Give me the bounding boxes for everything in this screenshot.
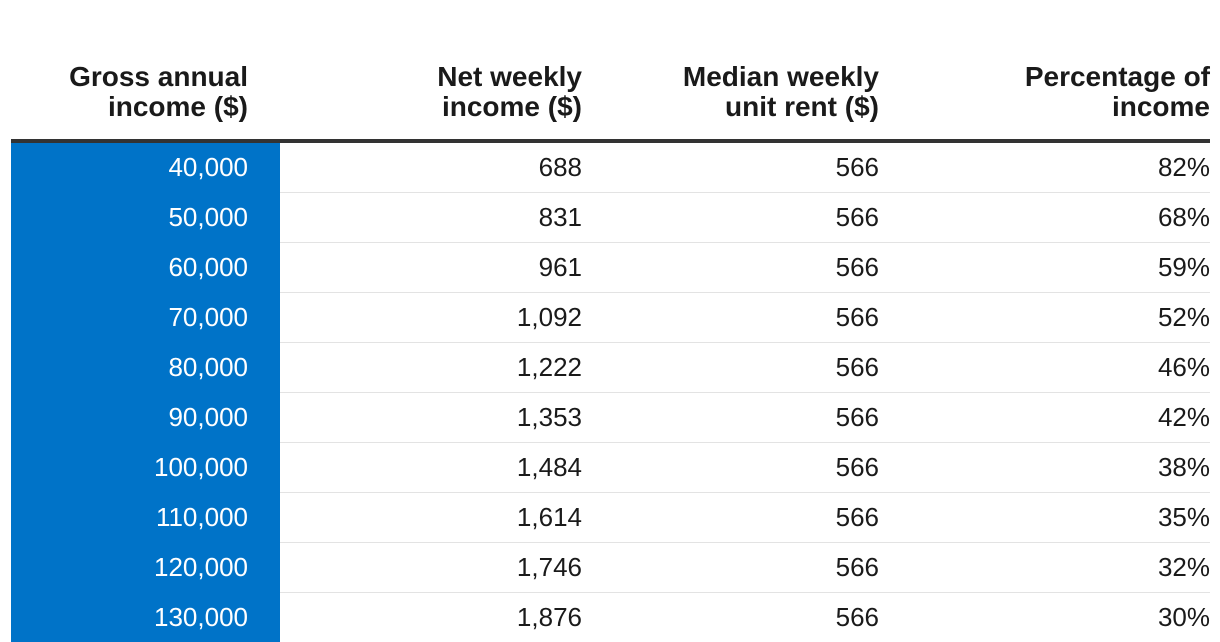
median-weekly-rent-cell: 566 (582, 343, 879, 393)
column-header-percentage-of-income: Percentage of income (879, 0, 1210, 141)
gross-annual-income-cell: 70,000 (11, 293, 280, 343)
column-header-line: income ($) (11, 92, 248, 122)
data-table: Gross annual income ($) Net weekly incom… (11, 0, 1210, 642)
table-header: Gross annual income ($) Net weekly incom… (11, 0, 1210, 141)
median-weekly-rent-cell: 566 (582, 493, 879, 543)
net-weekly-income-cell: 831 (280, 193, 582, 243)
median-weekly-rent-cell: 566 (582, 193, 879, 243)
median-weekly-rent-cell: 566 (582, 543, 879, 593)
column-header-line: income ($) (280, 92, 582, 122)
gross-annual-income-cell: 120,000 (11, 543, 280, 593)
gross-annual-income-cell: 130,000 (11, 593, 280, 642)
percentage-of-income-cell: 35% (879, 493, 1210, 543)
net-weekly-income-cell: 1,222 (280, 343, 582, 393)
gross-annual-income-cell: 110,000 (11, 493, 280, 543)
column-header-line: income (879, 92, 1210, 122)
gross-annual-income-cell: 50,000 (11, 193, 280, 243)
median-weekly-rent-cell: 566 (582, 243, 879, 293)
net-weekly-income-cell: 1,484 (280, 443, 582, 493)
column-header-line: Median weekly (582, 62, 879, 92)
rent-income-table: Gross annual income ($) Net weekly incom… (11, 0, 1210, 642)
column-header-net-weekly-income: Net weekly income ($) (280, 0, 582, 141)
gross-annual-income-cell: 80,000 (11, 343, 280, 393)
gross-annual-income-cell: 60,000 (11, 243, 280, 293)
median-weekly-rent-cell: 566 (582, 293, 879, 343)
median-weekly-rent-cell: 566 (582, 443, 879, 493)
column-header-line: Percentage of (879, 62, 1210, 92)
percentage-of-income-cell: 42% (879, 393, 1210, 443)
net-weekly-income-cell: 688 (280, 141, 582, 193)
net-weekly-income-cell: 961 (280, 243, 582, 293)
percentage-of-income-cell: 46% (879, 343, 1210, 393)
gross-annual-income-cell: 40,000 (11, 141, 280, 193)
percentage-of-income-cell: 38% (879, 443, 1210, 493)
gross-annual-income-cell: 100,000 (11, 443, 280, 493)
column-header-line: unit rent ($) (582, 92, 879, 122)
percentage-of-income-cell: 59% (879, 243, 1210, 293)
median-weekly-rent-cell: 566 (582, 593, 879, 642)
percentage-of-income-cell: 52% (879, 293, 1210, 343)
column-header-line: Net weekly (280, 62, 582, 92)
percentage-of-income-cell: 32% (879, 543, 1210, 593)
median-weekly-rent-cell: 566 (582, 393, 879, 443)
column-header-gross-annual-income: Gross annual income ($) (11, 0, 280, 141)
percentage-of-income-cell: 82% (879, 141, 1210, 193)
column-header-line: Gross annual (11, 62, 248, 92)
header-row: Gross annual income ($) Net weekly incom… (11, 0, 1210, 141)
net-weekly-income-cell: 1,353 (280, 393, 582, 443)
gross-annual-income-cell: 90,000 (11, 393, 280, 443)
net-weekly-income-cell: 1,746 (280, 543, 582, 593)
net-weekly-income-cell: 1,876 (280, 593, 582, 642)
median-weekly-rent-cell: 566 (582, 141, 879, 193)
percentage-of-income-cell: 30% (879, 593, 1210, 642)
column-header-median-weekly-unit-rent: Median weekly unit rent ($) (582, 0, 879, 141)
percentage-of-income-cell: 68% (879, 193, 1210, 243)
net-weekly-income-cell: 1,092 (280, 293, 582, 343)
net-weekly-income-cell: 1,614 (280, 493, 582, 543)
